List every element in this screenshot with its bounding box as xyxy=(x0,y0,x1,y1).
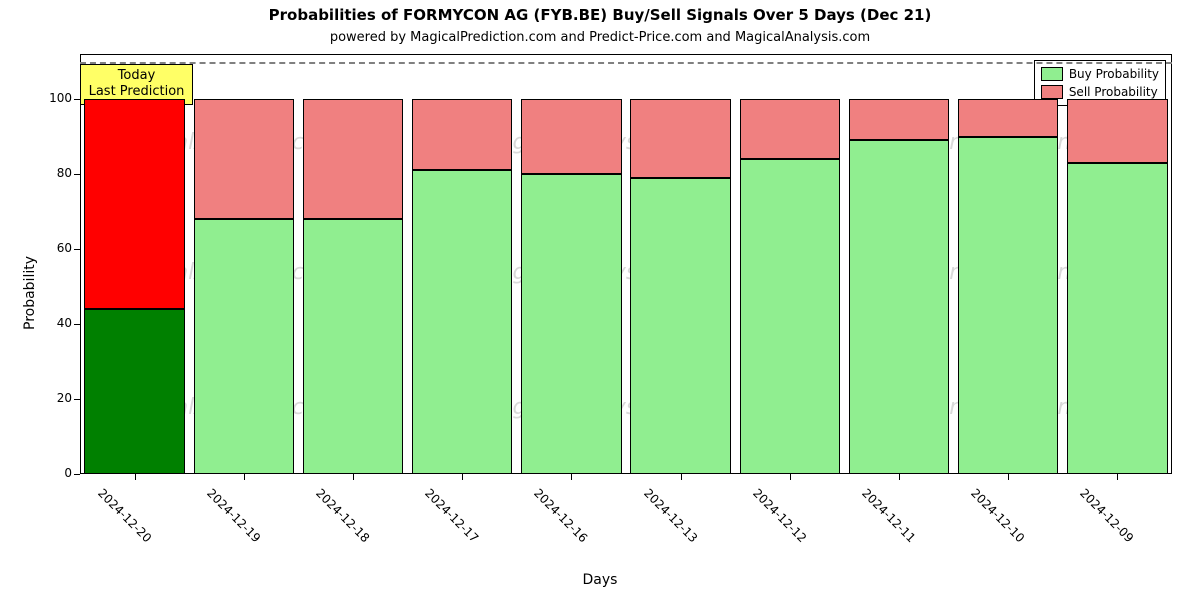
bar-sell xyxy=(84,99,184,309)
x-axis-label: Days xyxy=(0,572,1200,588)
y-tick: 40 xyxy=(32,316,72,330)
x-tick: 2024-12-10 xyxy=(968,486,1027,545)
x-tick: 2024-12-19 xyxy=(204,486,263,545)
x-tick: 2024-12-17 xyxy=(422,486,481,545)
y-tick: 60 xyxy=(32,241,72,255)
legend-swatch-sell xyxy=(1041,85,1063,99)
grid-top-line xyxy=(80,62,1172,64)
x-tick-mark xyxy=(899,474,900,480)
x-tick: 2024-12-12 xyxy=(750,486,809,545)
legend-swatch-buy xyxy=(1041,67,1063,81)
y-tick-mark xyxy=(74,324,80,325)
x-tick-mark xyxy=(681,474,682,480)
bar-buy xyxy=(849,140,949,474)
bar-sell xyxy=(849,99,949,140)
x-tick-mark xyxy=(1117,474,1118,480)
x-tick-mark xyxy=(790,474,791,480)
x-tick: 2024-12-18 xyxy=(313,486,372,545)
bar-buy xyxy=(303,219,403,474)
x-tick-mark xyxy=(1008,474,1009,480)
x-tick-mark xyxy=(462,474,463,480)
x-tick-mark xyxy=(353,474,354,480)
x-tick: 2024-12-16 xyxy=(531,486,590,545)
y-tick: 100 xyxy=(32,91,72,105)
bar-buy xyxy=(84,309,184,474)
y-tick-mark xyxy=(74,249,80,250)
legend-label-buy: Buy Probability xyxy=(1069,65,1159,83)
bar-buy xyxy=(958,137,1058,475)
annotation-line-1: Today xyxy=(118,68,156,83)
bar-sell xyxy=(194,99,294,219)
bar-buy xyxy=(630,178,730,474)
bar-sell xyxy=(1067,99,1167,163)
chart-title: Probabilities of FORMYCON AG (FYB.BE) Bu… xyxy=(0,6,1200,24)
x-tick-mark xyxy=(244,474,245,480)
bar-buy xyxy=(412,170,512,474)
bar-buy xyxy=(1067,163,1167,474)
chart-subtitle: powered by MagicalPrediction.com and Pre… xyxy=(0,30,1200,45)
bar-buy xyxy=(740,159,840,474)
chart-container: Probabilities of FORMYCON AG (FYB.BE) Bu… xyxy=(0,0,1200,600)
y-tick-mark xyxy=(74,399,80,400)
y-tick-mark xyxy=(74,474,80,475)
x-tick: 2024-12-20 xyxy=(95,486,154,545)
bar-sell xyxy=(740,99,840,159)
bar-sell xyxy=(303,99,403,219)
y-tick-mark xyxy=(74,174,80,175)
legend-item-buy: Buy Probability xyxy=(1041,65,1159,83)
x-tick: 2024-12-13 xyxy=(641,486,700,545)
x-tick-mark xyxy=(135,474,136,480)
x-tick: 2024-12-11 xyxy=(859,486,918,545)
y-tick: 80 xyxy=(32,166,72,180)
bar-sell xyxy=(630,99,730,178)
bar-buy xyxy=(194,219,294,474)
y-tick: 20 xyxy=(32,391,72,405)
bar-sell xyxy=(412,99,512,170)
y-tick: 0 xyxy=(32,466,72,480)
x-tick-mark xyxy=(571,474,572,480)
x-tick: 2024-12-09 xyxy=(1077,486,1136,545)
bar-sell xyxy=(958,99,1058,137)
bar-sell xyxy=(521,99,621,174)
bar-buy xyxy=(521,174,621,474)
annotation-line-2: Last Prediction xyxy=(89,84,185,99)
